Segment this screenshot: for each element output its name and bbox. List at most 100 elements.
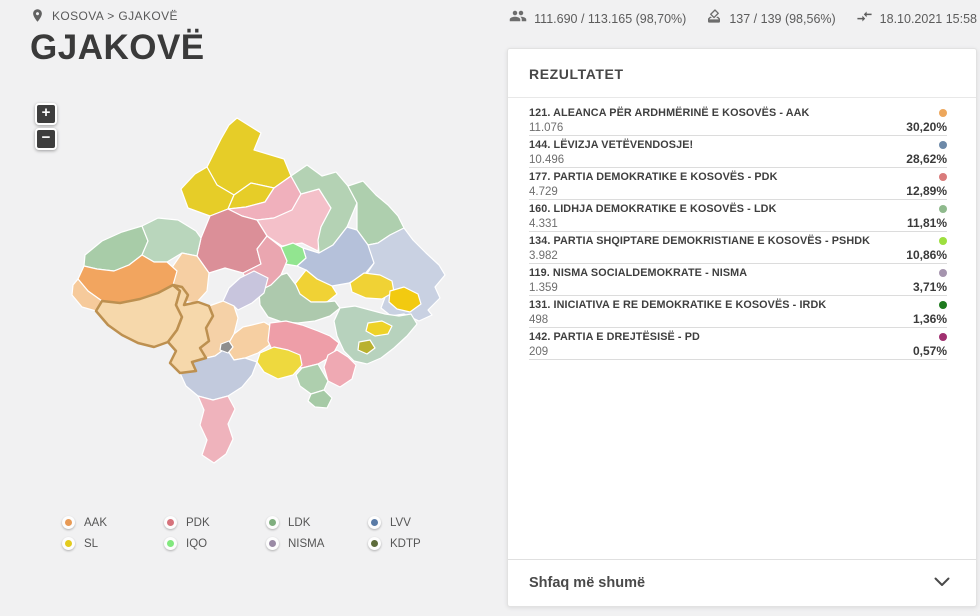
map-region-prishtine[interactable]: [296, 226, 378, 287]
party-votes: 3.982: [529, 250, 558, 262]
updated-value: 18.10.2021 15:58: [879, 11, 977, 26]
ballot-box-icon: [706, 8, 722, 29]
legend-color-dot: [164, 516, 177, 529]
party-percent: 28,62%: [906, 152, 947, 166]
result-row: 142. PARTIA E DREJTËSISË - PD 209 0,57%: [529, 328, 947, 360]
map-region-kacanik[interactable]: [295, 363, 329, 395]
stat-last-updated: 18.10.2021 15:58: [856, 8, 977, 30]
legend-label: AAK: [84, 516, 108, 529]
map-region-ranillug[interactable]: [365, 320, 393, 337]
stat-turnout: 111.690 / 113.165 (98,70%): [509, 7, 686, 30]
kosovo-map-svg: [71, 117, 446, 464]
party-name: 121. ALEANCA PËR ARDHMËRINË E KOSOVËS - …: [529, 107, 810, 119]
party-votes: 498: [529, 314, 549, 326]
party-color-dot: [939, 141, 947, 149]
results-list: 121. ALEANCA PËR ARDHMËRINË E KOSOVËS - …: [508, 104, 976, 360]
turnout-value: 111.690 / 113.165 (98,70%): [534, 11, 687, 26]
result-row: 144. LËVIZJA VETËVENDOSJE! 10.496 28,62%: [529, 136, 947, 168]
legend-item: NISMA: [266, 537, 368, 550]
party-percent: 3,71%: [912, 280, 947, 294]
legend-label: LVV: [390, 516, 411, 529]
legend-label: KDTP: [390, 537, 421, 550]
party-name: 177. PARTIA DEMOKRATIKE E KOSOVËS - PDK: [529, 171, 778, 183]
legend-color-dot: [62, 516, 75, 529]
map-region-han-elezit[interactable]: [307, 389, 333, 409]
legend-label: PDK: [186, 516, 210, 529]
legend-label: IQO: [186, 537, 208, 550]
party-votes: 1.359: [529, 282, 558, 294]
legend-label: NISMA: [288, 537, 325, 550]
party-name: 134. PARTIA SHQIPTARE DEMOKRISTIANE E KO…: [529, 235, 871, 247]
map-region-east-yellow[interactable]: [388, 286, 422, 313]
party-color-dot: [939, 301, 947, 309]
map-region-vitia[interactable]: [323, 349, 357, 388]
map-region-west-tip[interactable]: [71, 278, 103, 312]
kosovo-map: + −: [30, 95, 470, 475]
party-percent: 30,20%: [906, 120, 947, 134]
legend-label: LDK: [288, 516, 311, 529]
party-percent: 10,86%: [906, 248, 947, 262]
result-row: 177. PARTIA DEMOKRATIKE E KOSOVËS - PDK …: [529, 168, 947, 200]
result-row: 131. INICIATIVA E RE DEMOKRATIKE E KOSOV…: [529, 296, 947, 328]
party-color-dot: [939, 109, 947, 117]
legend-item: IQO: [164, 537, 266, 550]
party-votes: 4.729: [529, 186, 558, 198]
show-more-label: Shfaq më shumë: [529, 575, 646, 591]
result-row: 121. ALEANCA PËR ARDHMËRINË E KOSOVËS - …: [529, 104, 947, 136]
legend-label: SL: [84, 537, 99, 550]
results-panel: REZULTATET 121. ALEANCA PËR ARDHMËRINË E…: [507, 48, 977, 607]
stat-polling-stations: 137 / 139 (98,56%): [706, 8, 836, 29]
page-title: GJAKOVË: [30, 28, 205, 67]
legend-item: KDTP: [368, 537, 470, 550]
party-color-dot: [939, 333, 947, 341]
party-percent: 12,89%: [906, 184, 947, 198]
party-color-dot: [939, 205, 947, 213]
result-row: 134. PARTIA SHQIPTARE DEMOKRISTIANE E KO…: [529, 232, 947, 264]
map-region-partesh[interactable]: [357, 339, 376, 355]
legend-color-dot: [266, 537, 279, 550]
breadcrumb[interactable]: KOSOVA > GJAKOVË: [30, 8, 178, 23]
sync-arrows-icon: [856, 8, 873, 30]
header-stats: 111.690 / 113.165 (98,70%) 137 / 139 (98…: [509, 7, 977, 30]
show-more-button[interactable]: Shfaq më shumë: [508, 559, 976, 606]
map-region-malisheve[interactable]: [222, 270, 269, 311]
map-region-mamushe[interactable]: [219, 340, 234, 354]
results-title: REZULTATET: [529, 66, 624, 82]
breadcrumb-path: KOSOVA > GJAKOVË: [52, 8, 178, 23]
zoom-out-button[interactable]: −: [35, 128, 57, 150]
map-legend: AAK PDK LDK LVV SL I: [62, 516, 470, 550]
party-votes: 11.076: [529, 122, 564, 134]
legend-item: SL: [62, 537, 164, 550]
legend-color-dot: [368, 516, 381, 529]
party-votes: 209: [529, 346, 549, 358]
legend-color-dot: [164, 537, 177, 550]
party-percent: 0,57%: [912, 344, 947, 358]
map-region-dragash[interactable]: [197, 395, 236, 464]
results-panel-header: REZULTATET: [508, 49, 976, 98]
zoom-in-button[interactable]: +: [35, 103, 57, 125]
party-name: 144. LËVIZJA VETËVENDOSJE!: [529, 139, 694, 151]
party-color-dot: [939, 269, 947, 277]
location-pin-icon: [30, 8, 45, 23]
party-color-dot: [939, 237, 947, 245]
map-region-shterpce[interactable]: [256, 346, 303, 380]
map-region-leposaviq[interactable]: [206, 117, 292, 196]
party-name: 160. LIDHJA DEMOKRATIKE E KOSOVËS - LDK: [529, 203, 777, 215]
legend-color-dot: [368, 537, 381, 550]
party-name: 131. INICIATIVA E RE DEMOKRATIKE E KOSOV…: [529, 299, 827, 311]
map-zoom-controls: + −: [35, 103, 57, 153]
party-votes: 10.496: [529, 154, 565, 166]
result-row: 119. NISMA SOCIALDEMOKRATE - NISMA 1.359…: [529, 264, 947, 296]
map-region-lipjan[interactable]: [258, 272, 341, 324]
party-votes: 4.331: [529, 218, 558, 230]
legend-item: PDK: [164, 516, 266, 529]
map-region-gjakove-east[interactable]: [166, 283, 215, 375]
chevron-down-icon: [934, 574, 950, 592]
legend-color-dot: [62, 537, 75, 550]
party-name: 142. PARTIA E DREJTËSISË - PD: [529, 331, 700, 343]
result-row: 160. LIDHJA DEMOKRATIKE E KOSOVËS - LDK …: [529, 200, 947, 232]
legend-item: AAK: [62, 516, 164, 529]
party-name: 119. NISMA SOCIALDEMOKRATE - NISMA: [529, 267, 748, 279]
party-color-dot: [939, 173, 947, 181]
